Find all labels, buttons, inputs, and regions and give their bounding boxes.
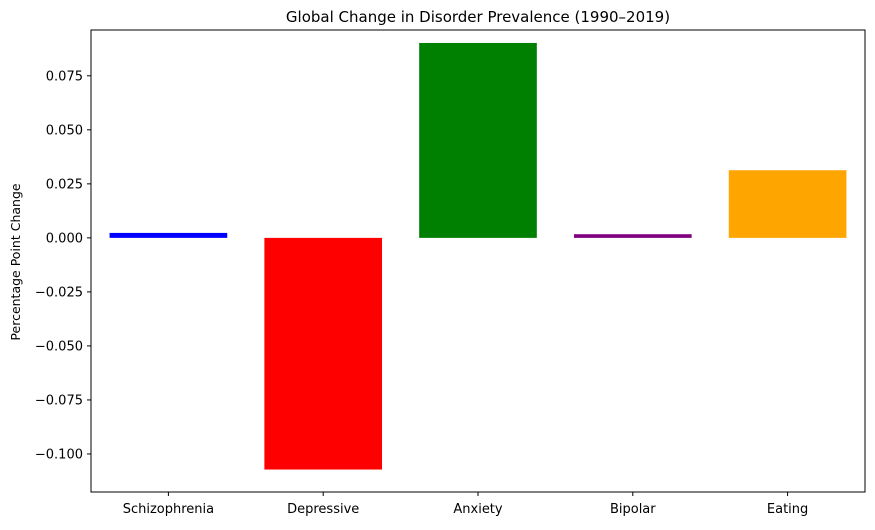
bar-schizophrenia <box>109 232 228 238</box>
bars-group <box>109 42 847 470</box>
x-tick-label: Anxiety <box>453 502 503 517</box>
x-ticks-group: Schizophrenia Depressive Anxiety Bipolar Eat… <box>123 492 808 517</box>
y-axis-label: Percentage Point Change <box>8 183 23 340</box>
plot-frame <box>90 29 866 493</box>
y-tick-label: −0.025 <box>35 285 83 300</box>
bar-bipolar <box>573 234 692 238</box>
y-tick-label: 0.000 <box>46 231 83 246</box>
chart-title: Global Change in Disorder Prevalence (19… <box>286 8 670 26</box>
bar-eating <box>728 170 847 238</box>
y-ticks-group: −0.100 −0.075 −0.050 −0.025 0.000 0.025 0.050 0… <box>35 69 91 462</box>
y-tick-label: −0.050 <box>35 339 83 354</box>
y-tick-label: 0.025 <box>46 177 83 192</box>
x-tick-label: Depressive <box>287 502 359 517</box>
x-tick-label: Eating <box>767 502 808 517</box>
y-tick-label: −0.075 <box>35 393 83 408</box>
x-tick-label: Schizophrenia <box>123 502 214 517</box>
y-tick-label: 0.050 <box>46 123 83 138</box>
bar-anxiety <box>419 42 537 238</box>
y-tick-label: −0.100 <box>35 447 83 462</box>
bar-depressive <box>264 237 383 470</box>
y-tick-label: 0.075 <box>46 69 83 84</box>
x-tick-label: Bipolar <box>610 502 656 517</box>
